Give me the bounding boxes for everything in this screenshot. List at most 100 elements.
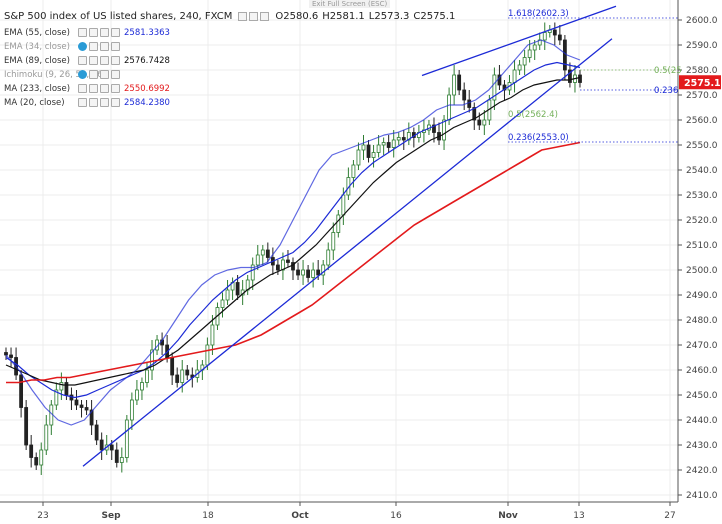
settings-icon[interactable] <box>89 28 98 37</box>
visibility-icon[interactable] <box>78 42 87 51</box>
indicator-value: 2550.6992 <box>124 83 170 94</box>
settings-icon[interactable] <box>89 56 98 65</box>
candle-body <box>265 249 270 258</box>
indicator-label: Ichimoku (9, 26, 52, 26) <box>4 69 106 80</box>
symbol-header: S&P 500 index of US listed shares, 240, … <box>4 11 455 22</box>
price-tick-label: 2550.0 <box>686 141 718 151</box>
candle-body <box>331 232 336 251</box>
candle-body <box>99 439 104 451</box>
settings-icon[interactable] <box>89 70 98 79</box>
candle-body <box>452 74 457 96</box>
candle-body <box>341 194 346 216</box>
indicator-value: 2576.7428 <box>124 55 170 66</box>
date-tick-label: 27 <box>664 511 675 521</box>
candle-body <box>39 449 44 466</box>
settings-icon[interactable] <box>89 42 98 51</box>
ohlc-high: H2581.1 <box>322 11 365 22</box>
fib-level-label: 0.236(2553.0) <box>508 133 569 143</box>
candle-body <box>4 352 8 356</box>
more-icon[interactable] <box>111 42 120 51</box>
candle-body <box>326 249 331 266</box>
candle-body <box>568 69 572 83</box>
indicator-row[interactable]: MA (20, close) 2584.2380 <box>4 96 170 109</box>
price-tick-label: 2490.0 <box>686 291 718 301</box>
price-tick-label: 2600.0 <box>686 16 718 26</box>
candle-body <box>578 74 582 83</box>
indicator-row[interactable]: EMA (34, close) <box>4 40 124 53</box>
candle-body <box>135 389 139 401</box>
settings-icon[interactable] <box>238 12 248 21</box>
price-tick-label: 2430.0 <box>686 441 718 451</box>
visibility-icon[interactable] <box>78 28 87 37</box>
candle-body <box>552 29 557 36</box>
visibility-icon[interactable] <box>78 98 87 107</box>
indicator-row[interactable]: Ichimoku (9, 26, 52, 26) <box>4 68 124 81</box>
candle-body <box>109 444 114 451</box>
candle-body <box>205 344 210 366</box>
current-price-badge <box>679 75 721 90</box>
visibility-icon[interactable] <box>78 84 87 93</box>
series-line-2 <box>6 141 581 384</box>
close-icon[interactable] <box>100 84 109 93</box>
candle-body <box>114 449 119 463</box>
candle-body <box>477 119 482 126</box>
more-icon[interactable] <box>260 12 270 21</box>
indicator-buttons <box>78 56 120 65</box>
price-tick-label: 2510.0 <box>686 241 718 251</box>
indicator-row[interactable]: EMA (55, close) 2581.3363 <box>4 26 170 39</box>
fib-level-label: 0.236 <box>654 86 678 96</box>
candle-body <box>225 289 230 301</box>
candle-body <box>336 214 341 233</box>
close-icon[interactable] <box>100 28 109 37</box>
candle-body <box>311 269 316 278</box>
more-icon[interactable] <box>111 84 120 93</box>
exit-fullscreen-button[interactable]: Exit Full Screen (ESC) <box>309 0 391 8</box>
trendline-upper <box>421 5 617 77</box>
indicator-value: 2581.3363 <box>124 27 170 38</box>
indicator-label: MA (20, close) <box>4 97 65 108</box>
date-tick-label: Nov <box>498 511 518 521</box>
price-tick-label: 2540.0 <box>686 166 718 176</box>
date-tick-label: 16 <box>390 511 402 521</box>
more-icon[interactable] <box>111 98 120 107</box>
candle-body <box>19 374 24 408</box>
settings-icon[interactable] <box>89 98 98 107</box>
date-tick-label: Sep <box>101 511 121 521</box>
visibility-icon[interactable] <box>78 70 87 79</box>
indicator-row[interactable]: MA (233, close) 2550.6992 <box>4 82 170 95</box>
price-tick-label: 2450.0 <box>686 391 718 401</box>
ohlc-close: C2575.1 <box>413 11 456 22</box>
current-price-label: 2575.1 <box>684 78 721 89</box>
ohlc-low: L2573.3 <box>368 11 410 22</box>
settings-icon[interactable] <box>89 84 98 93</box>
price-tick-label: 2500.0 <box>686 266 718 276</box>
candle-body <box>432 124 436 133</box>
hide-icon[interactable] <box>249 12 259 21</box>
price-tick-label: 2410.0 <box>686 491 718 501</box>
candle-body <box>286 259 290 263</box>
candle-body <box>301 269 305 276</box>
candle-body <box>381 142 386 146</box>
close-icon[interactable] <box>100 42 109 51</box>
candle-body <box>527 49 532 58</box>
candle-body <box>371 152 376 158</box>
indicator-label: MA (233, close) <box>4 83 71 94</box>
candle-body <box>562 39 567 71</box>
price-tick-label: 2470.0 <box>686 341 718 351</box>
candle-body <box>59 382 64 391</box>
fib-level-label: 1.618(2602.3) <box>508 9 569 19</box>
close-icon[interactable] <box>100 98 109 107</box>
more-icon[interactable] <box>111 70 120 79</box>
visibility-icon[interactable] <box>78 56 87 65</box>
close-icon[interactable] <box>100 56 109 65</box>
more-icon[interactable] <box>111 56 120 65</box>
candle-body <box>321 264 326 276</box>
candle-body <box>89 409 94 426</box>
candle-body <box>145 369 149 383</box>
candle-body <box>129 399 134 421</box>
candle-body <box>180 369 185 383</box>
more-icon[interactable] <box>111 28 120 37</box>
close-icon[interactable] <box>100 70 109 79</box>
indicator-row[interactable]: EMA (89, close) 2576.7428 <box>4 54 170 67</box>
